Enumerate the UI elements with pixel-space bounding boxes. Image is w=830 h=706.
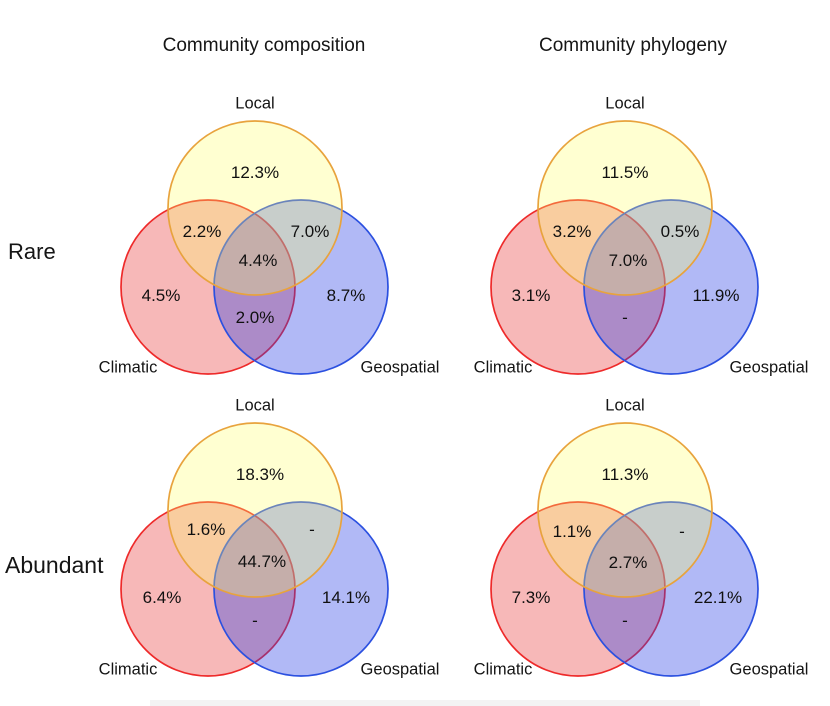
venn-rare-phylogeny: Local Climatic Geospatial 11.5% 3.2% 0.5… — [425, 85, 815, 395]
column-header-community-phylogeny: Community phylogeny — [539, 35, 727, 56]
bottom-edge-artifact — [150, 700, 700, 706]
value-local-climatic: 3.2% — [552, 222, 592, 241]
value-climatic-only: 6.4% — [142, 588, 182, 607]
climatic-circle-label: Climatic — [473, 660, 533, 679]
local-circle-label: Local — [605, 94, 645, 113]
local-circle-label: Local — [235, 396, 275, 415]
value-climatic-geospatial: - — [622, 308, 628, 327]
geospatial-circle-label: Geospatial — [729, 358, 809, 377]
local-circle — [537, 422, 713, 598]
venn-rare-composition: Local Climatic Geospatial 12.3% 2.2% 7.0… — [55, 85, 445, 395]
venn-abundant-phylogeny: Local Climatic Geospatial 11.3% 1.1% - 2… — [425, 387, 815, 697]
venn-abundant-composition: Local Climatic Geospatial 18.3% 1.6% - 4… — [55, 387, 445, 697]
value-local-only: 11.3% — [601, 465, 649, 484]
local-circle — [167, 422, 343, 598]
row-header-abundant: Abundant — [5, 552, 104, 578]
climatic-circle-label: Climatic — [98, 358, 158, 377]
climatic-circle — [120, 199, 296, 375]
value-center: 44.7% — [237, 552, 287, 571]
value-climatic-only: 7.3% — [511, 588, 551, 607]
climatic-circle — [490, 199, 666, 375]
value-local-climatic: 2.2% — [182, 222, 222, 241]
value-local-climatic: 1.6% — [186, 520, 226, 539]
climatic-circle — [120, 501, 296, 677]
value-local-only: 12.3% — [230, 163, 280, 182]
value-climatic-only: 3.1% — [511, 286, 551, 305]
value-geospatial-only: 22.1% — [693, 588, 743, 607]
venn-circles — [120, 120, 389, 375]
value-center: 7.0% — [608, 251, 648, 270]
value-geospatial-only: 8.7% — [326, 286, 366, 305]
geospatial-circle-label: Geospatial — [729, 660, 809, 679]
value-climatic-geospatial: 2.0% — [235, 308, 275, 327]
local-circle — [167, 120, 343, 296]
value-local-geospatial: - — [309, 520, 315, 539]
venn-circles — [120, 422, 389, 677]
climatic-circle-label: Climatic — [98, 660, 158, 679]
value-center: 4.4% — [238, 251, 278, 270]
geospatial-circle-label: Geospatial — [360, 660, 440, 679]
column-header-community-composition: Community composition — [162, 35, 366, 56]
value-climatic-geospatial: - — [622, 611, 628, 630]
geospatial-circle — [583, 501, 759, 677]
value-local-geospatial: 0.5% — [660, 222, 700, 241]
local-circle-label: Local — [235, 94, 275, 113]
local-circle-label: Local — [605, 396, 645, 415]
geospatial-circle — [583, 199, 759, 375]
value-geospatial-only: 11.9% — [692, 286, 740, 305]
climatic-circle-label: Climatic — [473, 358, 533, 377]
value-local-only: 11.5% — [601, 163, 649, 182]
venn-circles — [490, 120, 759, 375]
venn-circles — [490, 422, 759, 677]
value-climatic-geospatial: - — [252, 611, 258, 630]
local-circle — [537, 120, 713, 296]
value-local-geospatial: - — [679, 522, 685, 541]
row-header-rare: Rare — [8, 239, 56, 264]
climatic-circle — [490, 501, 666, 677]
value-geospatial-only: 14.1% — [321, 588, 371, 607]
value-climatic-only: 4.5% — [141, 286, 181, 305]
geospatial-circle — [213, 199, 389, 375]
geospatial-circle-label: Geospatial — [360, 358, 440, 377]
value-local-only: 18.3% — [235, 465, 285, 484]
value-local-climatic: 1.1% — [552, 522, 592, 541]
geospatial-circle — [213, 501, 389, 677]
value-local-geospatial: 7.0% — [290, 222, 330, 241]
value-center: 2.7% — [608, 553, 648, 572]
